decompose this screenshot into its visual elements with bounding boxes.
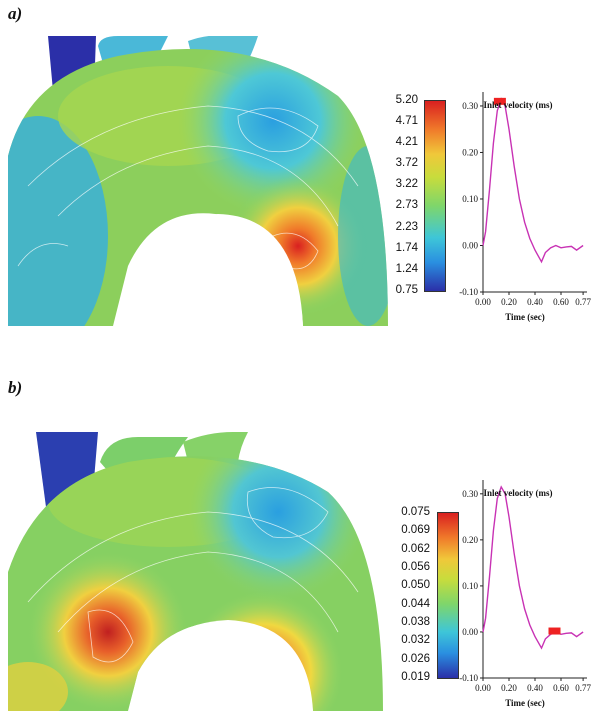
colorbar-tick: 2.73 xyxy=(395,199,418,212)
x-tick-label: 0.40 xyxy=(527,297,543,307)
colorbar-tick: 0.062 xyxy=(401,542,430,555)
panel-a-colorbar-labels: 5.20 4.71 4.21 3.72 3.22 2.73 2.23 1.74 … xyxy=(368,94,418,296)
colorbar-tick: 3.22 xyxy=(395,178,418,191)
colorbar-tick: 4.71 xyxy=(395,115,418,128)
colorbar-tick: 1.24 xyxy=(395,262,418,275)
time-marker xyxy=(548,627,561,635)
x-axis-label: Time (sec) xyxy=(505,698,545,708)
y-tick-label: 0.10 xyxy=(462,581,478,591)
colorbar-tick: 0.026 xyxy=(401,652,430,665)
colorbar-tick: 0.050 xyxy=(401,579,430,592)
time-marker xyxy=(493,97,506,105)
panel-b-label: b) xyxy=(8,378,23,397)
chart-title: Inlet velocity (ms) xyxy=(484,100,553,110)
colorbar-tick: 1.74 xyxy=(395,241,418,254)
x-tick-label: 0.60 xyxy=(553,297,569,307)
colorbar-tick: 0.044 xyxy=(401,597,430,610)
panel-b-wall-shear-stress-map xyxy=(8,432,383,711)
x-tick-label: 0.60 xyxy=(553,683,569,693)
x-tick-label: 0.77 xyxy=(575,297,591,307)
panel-a-wall-shear-stress-map xyxy=(8,36,388,326)
x-tick-label: 0.20 xyxy=(501,683,517,693)
y-tick-label: 0.20 xyxy=(462,147,478,157)
x-tick-label: 0.40 xyxy=(527,683,543,693)
y-tick-label: 0.10 xyxy=(462,194,478,204)
colorbar-tick: 0.019 xyxy=(401,671,430,683)
colorbar-tick: 0.069 xyxy=(401,524,430,537)
panel-a-label: a) xyxy=(8,4,23,23)
x-tick-label: 0.00 xyxy=(475,297,491,307)
panel-a-inlet-velocity-chart: 0.300.200.100.00-0.100.00 0.20 0.40 0.60 0.7… xyxy=(459,92,591,322)
colorbar-tick: 2.23 xyxy=(395,220,418,233)
y-tick-label: -0.10 xyxy=(459,287,478,297)
panel-b-inlet-velocity-chart: 0.300.200.100.00-0.100.00 0.20 0.40 0.60 0.7… xyxy=(459,480,591,708)
colorbar-tick: 4.21 xyxy=(395,136,418,149)
colorbar-tick: 3.72 xyxy=(395,157,418,170)
colorbar-tick: 0.038 xyxy=(401,615,430,628)
chart-title: Inlet velocity (ms) xyxy=(484,488,553,498)
panel-b-colorbar-labels: 0.075 0.069 0.062 0.056 0.050 0.044 0.03… xyxy=(372,506,430,683)
y-tick-label: 0.20 xyxy=(462,535,478,545)
x-tick-label: 0.77 xyxy=(575,683,591,693)
inlet-velocity-line xyxy=(482,97,584,264)
y-tick-label: 0.00 xyxy=(462,627,478,637)
colorbar-tick: 0.032 xyxy=(401,634,430,647)
inlet-velocity-line xyxy=(482,485,584,650)
y-tick-label: -0.10 xyxy=(459,673,478,683)
colorbar-tick: 0.056 xyxy=(401,560,430,573)
panel-b-colorbar xyxy=(437,512,459,679)
x-tick-label: 0.00 xyxy=(475,683,491,693)
x-axis-label: Time (sec) xyxy=(505,312,545,322)
y-tick-label: 0.30 xyxy=(462,489,478,499)
colorbar-tick: 0.75 xyxy=(395,284,418,296)
colorbar-tick: 5.20 xyxy=(395,94,418,106)
x-tick-label: 0.20 xyxy=(501,297,517,307)
y-tick-label: 0.00 xyxy=(462,240,478,250)
y-tick-label: 0.30 xyxy=(462,101,478,111)
panel-a-colorbar xyxy=(424,100,446,292)
colorbar-tick: 0.075 xyxy=(401,506,430,518)
